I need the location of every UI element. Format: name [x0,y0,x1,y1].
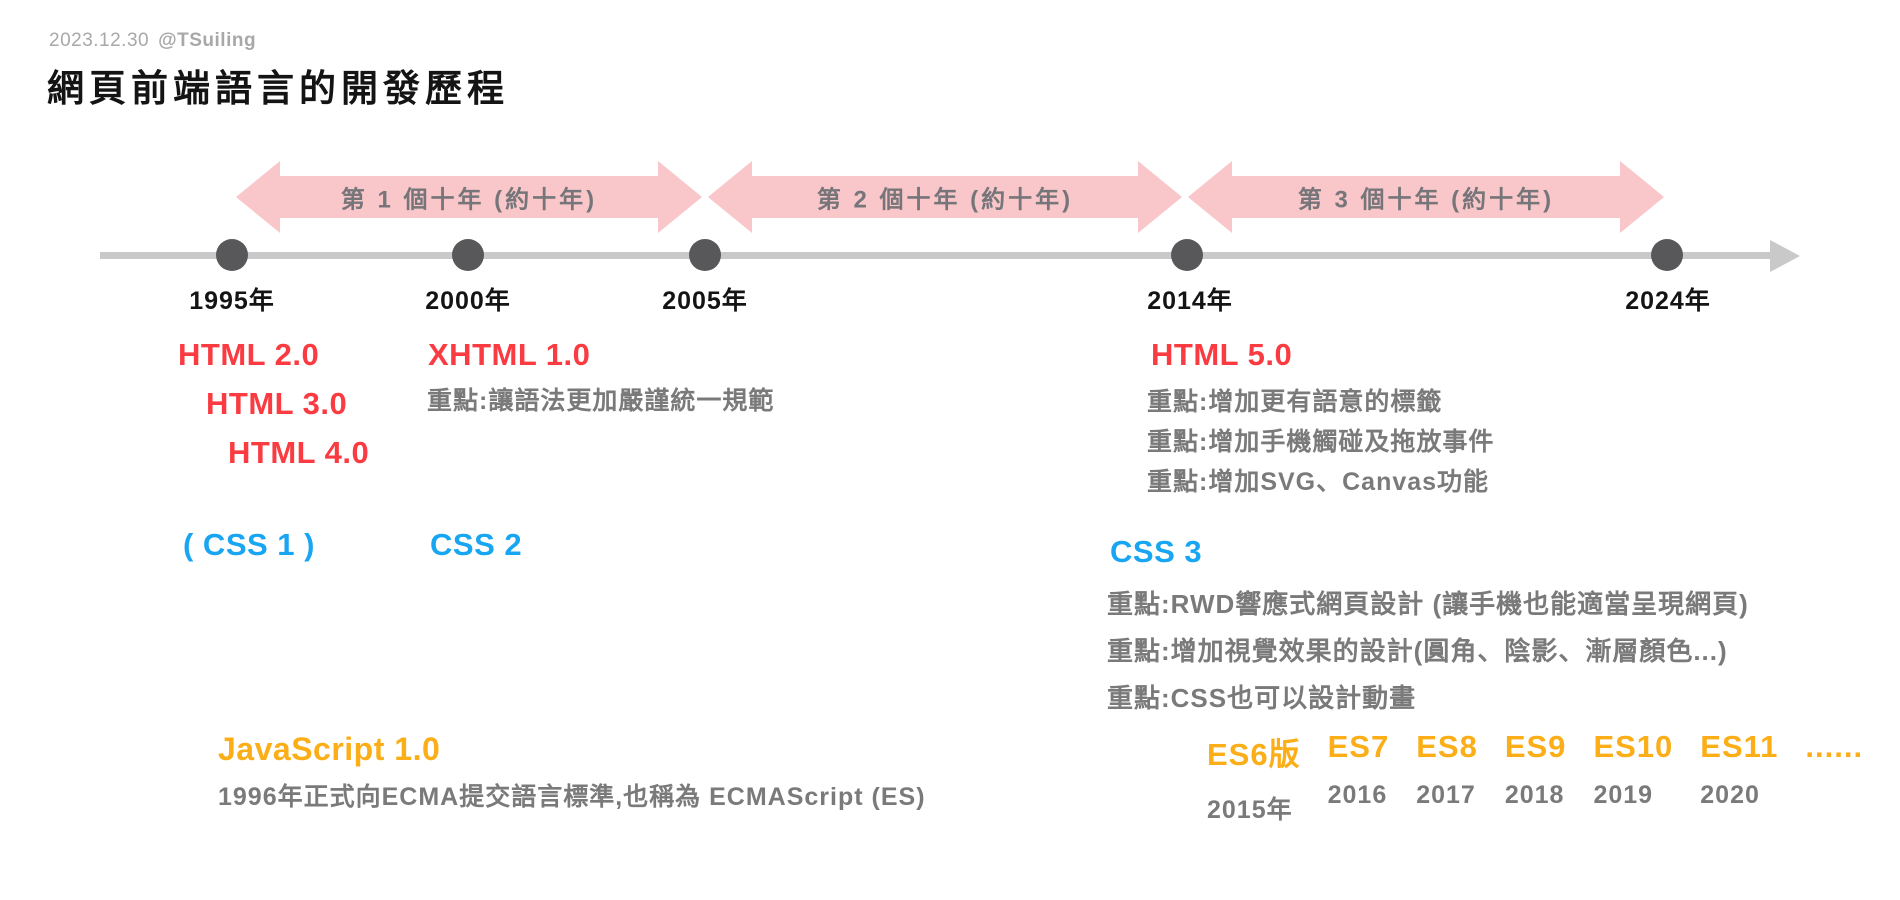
page-title: 網頁前端語言的開發歷程 [47,68,509,109]
es-version-column: ES11 2020 [1700,729,1778,826]
year-label-2024: 2024年 [1625,287,1711,315]
es-version-label: ES9 [1504,729,1567,764]
es-version-year: 2016 [1327,781,1388,809]
arrowhead-right-icon [1138,161,1182,233]
xhtml-version-title: XHTML 1.0 [428,337,591,372]
year-label-1995: 1995年 [189,287,275,315]
html5-note-2: 重點:增加手機觸碰及拖放事件 [1147,428,1495,456]
xhtml-note: 重點:讓語法更加嚴謹統一規範 [427,387,775,415]
year-label-2005: 2005年 [662,287,748,315]
decade-label: 第 1 個十年 (約十年) [340,186,598,214]
arrowhead-left-icon [236,161,280,233]
es-version-label: ...... [1805,729,1864,764]
html3-version-title: HTML 3.0 [206,386,348,421]
timeline-dot-2000 [452,239,484,271]
arrow-body [1230,176,1622,218]
credit-date: 2023.12.30 [49,30,150,51]
es-versions-row: ES6版 2015年 ES7 2016 ES8 2017 ES9 2018 ES… [1207,729,1863,826]
html4-version-title: HTML 4.0 [228,435,370,470]
decade-label: 第 2 個十年 (約十年) [816,186,1074,214]
decade-arrow-3: 第 3 個十年 (約十年) [1188,161,1664,233]
es-version-year: 2017 [1416,781,1476,809]
es-version-column: ...... [1805,729,1863,826]
es-version-label: ES10 [1593,729,1674,764]
html5-note-3: 重點:增加SVG、Canvas功能 [1147,468,1490,496]
es-version-column: ES7 2016 [1328,729,1390,826]
es-version-label: ES6版 [1207,737,1301,772]
html5-note-1: 重點:增加更有語意的標籤 [1147,388,1443,416]
decade-arrow-1: 第 1 個十年 (約十年) [236,161,702,233]
timeline-dot-2005 [689,239,721,271]
year-label-2000: 2000年 [425,287,511,315]
css1-version-title: ( CSS 1 ) [183,527,315,562]
arrowhead-left-icon [1188,161,1232,233]
credit-author: @TSuiling [158,30,257,51]
es-version-label: ES11 [1700,729,1779,764]
html5-version-title: HTML 5.0 [1151,337,1293,372]
timeline-dot-2024 [1651,239,1683,271]
arrow-body [278,176,660,218]
timeline-dot-1995 [216,239,248,271]
es-version-year: 2015年 [1207,796,1293,824]
es-version-label: ES8 [1416,729,1478,764]
decade-label: 第 3 個十年 (約十年) [1297,186,1555,214]
credit-line: 2023.12.30 @TSuiling [49,30,256,52]
decade-arrow-2: 第 2 個十年 (約十年) [708,161,1182,233]
es-version-column: ES10 2019 [1593,729,1673,826]
css3-note-1: 重點:RWD響應式網頁設計 (讓手機也能適當呈現網頁) [1107,589,1749,619]
es-version-column: ES9 2018 [1505,729,1567,826]
es-version-year: 2018 [1504,781,1565,809]
es-version-year: 2019 [1593,781,1654,809]
es-version-column: ES6版 2015年 [1207,729,1301,826]
html2-version-title: HTML 2.0 [178,337,320,372]
css3-note-3: 重點:CSS也可以設計動畫 [1107,683,1417,713]
arrowhead-right-icon [658,161,702,233]
arrow-body [750,176,1140,218]
es-version-column: ES8 2017 [1416,729,1478,826]
javascript-note: 1996年正式向ECMA提交語言標準,也稱為 ECMAScript (ES) [218,783,926,811]
timeline-dot-2014 [1171,239,1203,271]
timeline-arrowhead-icon [1770,240,1800,272]
es-version-label: ES7 [1327,729,1390,764]
es-version-year: 2020 [1700,781,1760,809]
css3-note-2: 重點:增加視覺效果的設計(圓角、陰影、漸層顏色...) [1107,636,1728,666]
year-label-2014: 2014年 [1147,287,1233,315]
arrowhead-right-icon [1620,161,1664,233]
javascript-version-title: JavaScript 1.0 [218,731,441,767]
arrowhead-left-icon [708,161,752,233]
timeline-axis [100,252,1774,259]
css2-version-title: CSS 2 [430,527,523,562]
css3-version-title: CSS 3 [1110,534,1203,569]
